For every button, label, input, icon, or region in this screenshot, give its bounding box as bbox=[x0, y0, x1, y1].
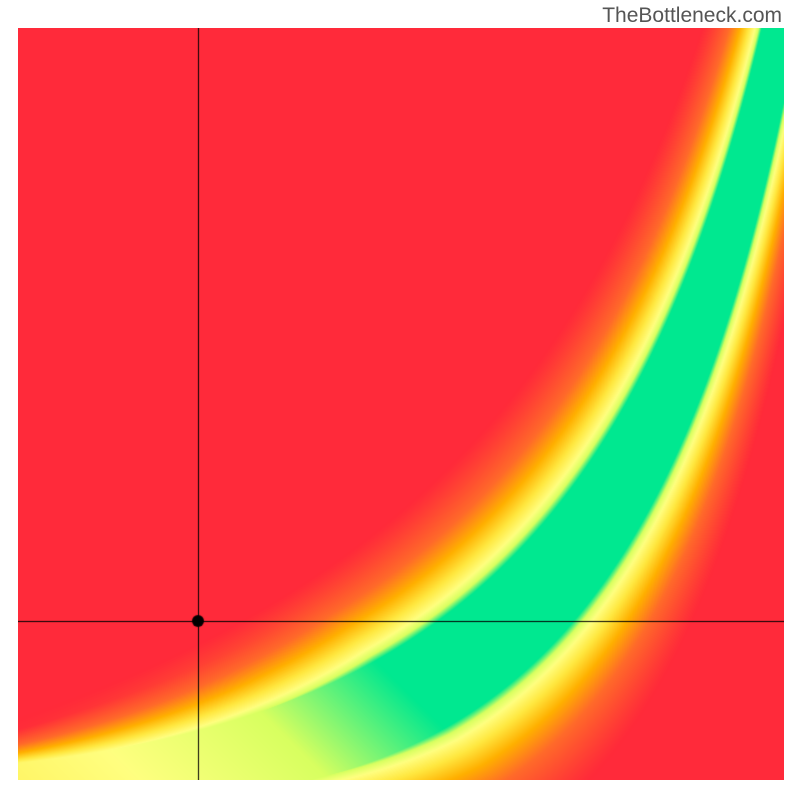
attribution-text: TheBottleneck.com bbox=[602, 4, 782, 28]
chart-container: TheBottleneck.com bbox=[0, 0, 800, 800]
heatmap-plot bbox=[18, 28, 784, 780]
heatmap-canvas bbox=[18, 28, 784, 780]
